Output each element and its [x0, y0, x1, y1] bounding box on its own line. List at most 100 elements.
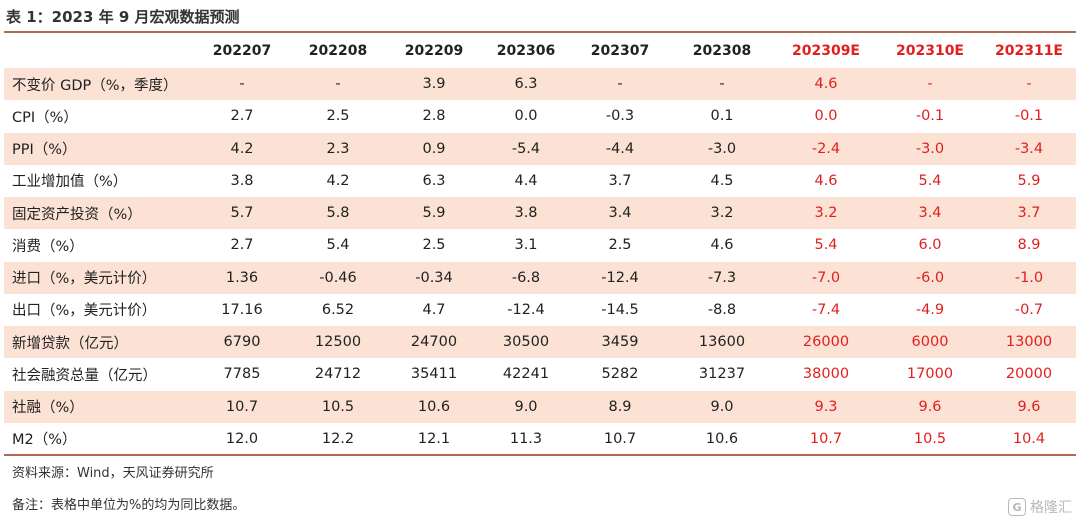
estimate-cell: 5.9	[1017, 172, 1041, 189]
value-cell: 3.8	[482, 197, 570, 230]
column-header: 202306	[496, 42, 556, 59]
value-cell: 9.0	[482, 390, 570, 423]
table-row: 消费（%） 2.7 5.4 2.5 3.1 2.5 4.6 5.4 6.0 8.9	[4, 229, 1076, 261]
macro-forecast-table: 202207 202208 202209 202306 202307 20230…	[4, 33, 1076, 455]
estimate-cell: -3.4	[982, 132, 1076, 165]
row-label: CPI（%）	[12, 109, 78, 126]
estimate-cell: 3.2	[774, 197, 878, 230]
value-cell: 5.9	[386, 197, 482, 230]
estimate-cell: 9.6	[878, 390, 982, 423]
value-cell: -0.3	[605, 108, 635, 125]
value-cell: 6.3	[482, 68, 570, 101]
row-label: PPI（%）	[4, 132, 194, 165]
estimate-cell: 10.7	[809, 430, 843, 447]
value-cell: 0.1	[710, 108, 734, 125]
value-cell: 2.5	[326, 108, 350, 125]
column-header: 202307	[590, 42, 650, 59]
value-cell: -14.5	[601, 301, 639, 318]
value-cell: -	[670, 68, 774, 101]
value-cell: 6.52	[321, 301, 355, 318]
value-cell: -0.46	[290, 261, 386, 294]
footnote: 备注：表格中单位为%的均为同比数据。	[12, 498, 246, 513]
value-cell: 3.1	[514, 237, 538, 254]
estimate-cell: 3.4	[878, 197, 982, 230]
value-cell: -5.4	[482, 132, 570, 165]
estimate-cell: 3.7	[982, 197, 1076, 230]
value-cell: -8.8	[707, 301, 737, 318]
estimate-cell: 5.4	[814, 237, 838, 254]
row-label: 进口（%，美元计价）	[4, 261, 194, 294]
table-row: 新增贷款（亿元） 6790 12500 24700 30500 3459 13600 2600…	[4, 326, 1076, 359]
value-cell: 10.6	[705, 430, 739, 447]
value-cell: 6790	[194, 326, 290, 359]
value-cell: 3459	[570, 326, 670, 359]
estimate-cell: 38000	[802, 366, 850, 383]
value-cell: 10.5	[290, 390, 386, 423]
value-cell: 2.8	[422, 108, 446, 125]
value-cell: 2.5	[422, 237, 446, 254]
value-cell: 42241	[502, 366, 550, 383]
value-cell: 3.2	[670, 197, 774, 230]
value-cell: 2.7	[230, 108, 254, 125]
value-cell: 24700	[386, 326, 482, 359]
top-rule	[4, 31, 1076, 33]
value-cell: 12.2	[321, 430, 355, 447]
table-body: 不变价 GDP（%，季度） - -3.9 6.3- -4.6- - CPI（%） 2.7 2.5…	[4, 68, 1076, 455]
value-cell: -6.8	[482, 261, 570, 294]
row-label: 社融（%）	[4, 390, 194, 423]
table-row: 不变价 GDP（%，季度） - -3.9 6.3- -4.6- -	[4, 68, 1076, 101]
watermark: G 格隆汇	[1008, 497, 1072, 517]
value-cell: -3.0	[670, 132, 774, 165]
estimate-cell: 26000	[774, 326, 878, 359]
value-cell: 8.9	[570, 390, 670, 423]
column-header: 202308	[692, 42, 752, 59]
table-row: 固定资产投资（%） 5.7 5.8 5.9 3.8 3.4 3.2 3.2 3.4 3.7	[4, 197, 1076, 230]
estimate-cell: -0.1	[915, 108, 945, 125]
estimate-cell: -	[982, 68, 1076, 101]
value-cell: 2.7	[230, 237, 254, 254]
value-cell: 2.5	[608, 237, 632, 254]
estimate-cell: 13000	[982, 326, 1076, 359]
row-label: M2（%）	[12, 432, 77, 449]
value-cell: 4.2	[194, 132, 290, 165]
value-cell: -0.34	[386, 261, 482, 294]
estimate-cell: -1.0	[982, 261, 1076, 294]
table-row: CPI（%） 2.7 2.5 2.8 0.0 -0.3 0.1 0.0 -0.1 -0.1	[4, 100, 1076, 132]
value-cell: -	[290, 68, 386, 101]
value-cell: 31237	[698, 366, 746, 383]
estimate-cell: 9.3	[774, 390, 878, 423]
table-title: 表 1：2023 年 9 月宏观数据预测	[6, 8, 240, 26]
table-row: M2（%） 12.0 12.2 12.1 11.3 10.7 10.6 10.7 10.5 10.…	[4, 423, 1076, 455]
value-cell: 4.5	[710, 172, 734, 189]
estimate-cell: -2.4	[774, 132, 878, 165]
value-cell: 2.3	[290, 132, 386, 165]
value-cell: -4.4	[570, 132, 670, 165]
value-cell: 4.6	[710, 237, 734, 254]
watermark-logo-icon: G	[1008, 498, 1026, 516]
row-label: 新增贷款（亿元）	[4, 326, 194, 359]
estimate-cell: 10.5	[913, 430, 947, 447]
value-cell: 11.3	[509, 430, 543, 447]
value-cell: 9.0	[670, 390, 774, 423]
value-cell: 1.36	[194, 261, 290, 294]
value-cell: 12.1	[417, 430, 451, 447]
value-cell: -12.4	[570, 261, 670, 294]
estimate-cell: -7.0	[774, 261, 878, 294]
estimate-cell: 9.6	[982, 390, 1076, 423]
estimate-cell: 6.0	[918, 237, 942, 254]
column-header-estimate: 202309E	[791, 42, 860, 59]
value-cell: -12.4	[507, 301, 545, 318]
estimate-cell: 5.4	[918, 172, 942, 189]
value-cell: 13600	[670, 326, 774, 359]
value-cell: 4.7	[422, 301, 446, 318]
value-cell: 10.6	[386, 390, 482, 423]
row-label: 不变价 GDP（%，季度）	[4, 68, 194, 101]
value-cell: 4.2	[326, 172, 350, 189]
bottom-rule	[4, 454, 1076, 456]
column-header-estimate: 202311E	[994, 42, 1063, 59]
estimate-cell: -	[878, 68, 982, 101]
estimate-cell: -7.4	[811, 301, 841, 318]
value-cell: 5.8	[290, 197, 386, 230]
value-cell: 6.3	[422, 172, 446, 189]
value-cell: -	[570, 68, 670, 101]
